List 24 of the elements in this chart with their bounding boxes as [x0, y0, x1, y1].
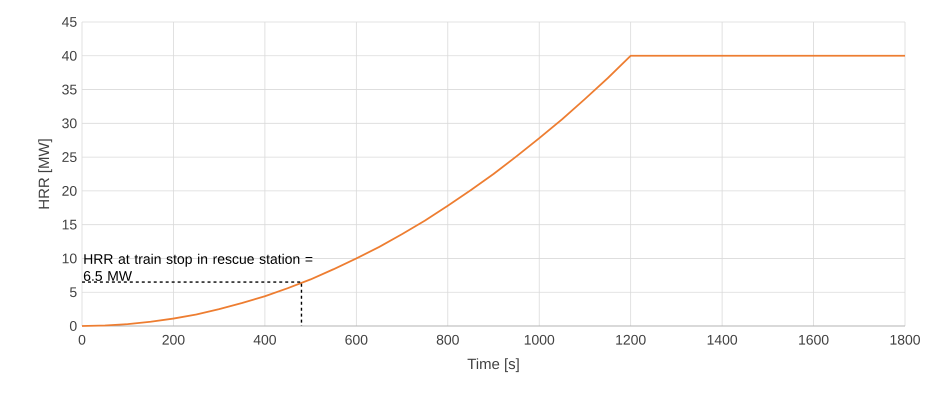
y-tick-label: 40	[62, 50, 77, 61]
x-axis-title: Time [s]	[468, 358, 519, 372]
y-tick-label: 5	[70, 287, 77, 298]
x-tick-label: 1400	[708, 334, 738, 345]
y-tick-label: 35	[62, 84, 77, 94]
y-tick-label: 15	[62, 220, 77, 230]
x-tick-label: 1000	[524, 334, 554, 345]
y-tick-label: 0	[70, 321, 77, 331]
line-series	[81, 54, 906, 327]
x-tick-label: 600	[345, 334, 368, 345]
x-tick-label: 1200	[616, 334, 646, 345]
y-tick-label: 20	[62, 186, 77, 196]
x-tick-label: 800	[436, 334, 459, 345]
y-tick-label: 45	[62, 17, 77, 27]
y-tick-label: 25	[62, 152, 77, 162]
y-axis-title: HRR [MW]	[38, 139, 52, 208]
x-tick-label: 400	[254, 334, 276, 345]
x-tick-label: 0	[78, 334, 86, 345]
x-tick-label: 200	[162, 334, 185, 345]
annotation: HRR at train stop in rescue station = 6.5 MW	[84, 254, 312, 281]
x-tick-label: 1600	[799, 334, 829, 345]
x-tick-label: 1800	[890, 334, 920, 345]
y-tick-label: 30	[62, 118, 77, 128]
y-tick-label: 10	[62, 253, 77, 264]
